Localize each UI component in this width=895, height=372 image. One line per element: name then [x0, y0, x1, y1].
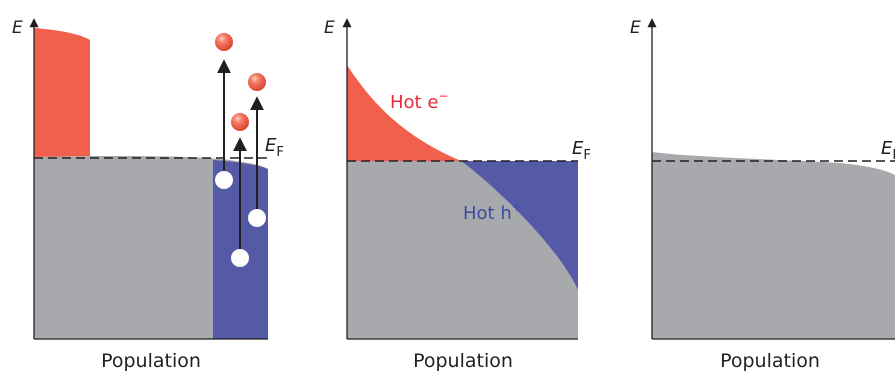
population-axis-label: Population	[413, 350, 513, 372]
hot-hole-label: Hot h+	[463, 200, 522, 224]
hot-electron-ball	[231, 113, 249, 131]
hot-hole-region	[461, 161, 578, 290]
hole-dot	[231, 249, 249, 267]
equilibrium-population-area	[347, 161, 578, 339]
fermi-label-sub: F	[583, 148, 590, 163]
equilibrium-population-area	[652, 152, 895, 339]
fermi-label-main: E	[572, 138, 584, 159]
fermi-level-label: EF	[572, 138, 591, 163]
hot-electron-label-base: Hot e	[390, 92, 438, 113]
hole-dot	[215, 171, 233, 189]
fermi-label-sub: F	[276, 145, 283, 160]
hot-electron-region	[347, 65, 461, 161]
fermi-label-main: E	[881, 138, 893, 159]
panel-hot-carriers: E EF Hot e− Hot h+ Population	[324, 18, 591, 372]
hot-electron-label: Hot e−	[390, 89, 448, 113]
hot-electron-ball	[248, 73, 266, 91]
hot-electron-ball	[215, 33, 233, 51]
fermi-label-sub: F	[892, 148, 895, 163]
hot-hole-label-sup: +	[512, 200, 522, 214]
excited-electron-population	[34, 28, 90, 157]
fermi-level-label: EF	[265, 135, 284, 160]
hole-dot	[248, 209, 266, 227]
energy-axis-label: E	[12, 18, 23, 38]
equilibrium-population-area	[34, 156, 268, 339]
panel-equilibrium: E EF Population	[630, 18, 895, 372]
fermi-level-label: EF	[881, 138, 895, 163]
fermi-label-main: E	[265, 135, 277, 156]
population-axis-label: Population	[720, 350, 820, 372]
energy-axis-label: E	[630, 18, 641, 38]
hot-hole-label-base: Hot h	[463, 203, 512, 224]
energy-axis-label: E	[324, 18, 335, 38]
panel-nonthermal: E EF Population	[12, 18, 284, 372]
population-axis-label: Population	[101, 350, 201, 372]
hot-electron-label-sup: −	[438, 89, 448, 103]
